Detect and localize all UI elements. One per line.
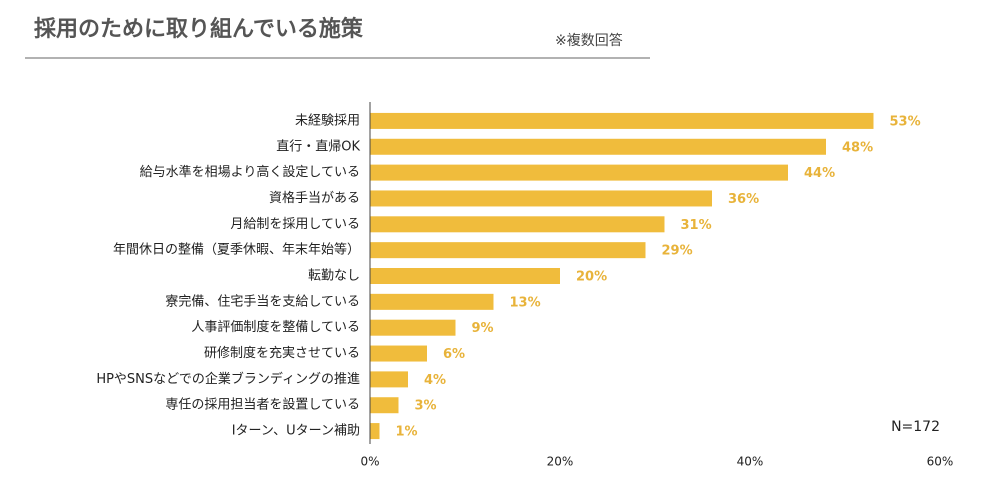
value-label: 48% [842,140,873,155]
bar [370,293,494,310]
bar [370,112,874,129]
value-label: 20% [576,270,607,285]
y-tick-label: 直行・直帰OK [276,138,360,154]
bar [370,268,560,284]
y-tick-label: 寮完備、住宅手当を支給している [165,293,360,309]
annotation: N=172 [891,419,940,435]
bar [370,397,399,414]
value-label: 44% [804,166,835,181]
bar [370,164,788,181]
bar [370,216,665,233]
x-tick-label: 20% [547,455,574,469]
value-label: 36% [728,192,759,207]
y-tick-label: 専任の採用担当者を設置している [165,397,360,413]
y-tick-label: 月給制を採用している [230,217,360,232]
bar [370,371,408,388]
y-tick-label: 年間休日の整備（夏季休暇、年末年始等） [113,242,360,258]
value-label: 9% [472,321,494,336]
x-tick-label: 60% [927,455,954,469]
bar [370,345,427,362]
value-label: 1% [396,425,418,440]
value-label: 13% [510,295,541,310]
y-tick-label: 人事評価制度を整備している [191,319,360,335]
value-label: 4% [424,373,446,388]
value-label: 6% [443,347,465,362]
y-tick-label: HPやSNSなどでの企業ブランディングの推進 [96,371,360,387]
x-tick-label: 0% [360,455,379,469]
y-tick-label: 研修制度を充実させている [204,345,360,361]
value-label: 3% [415,399,437,414]
y-tick-label: 転勤なし [308,269,360,284]
chart-title: 採用のために取り組んでいる施策 [34,16,364,42]
bar [370,190,712,207]
y-tick-label: 資格手当がある [269,190,360,206]
bar [370,138,826,155]
x-tick-label: 40% [737,455,764,469]
y-tick-label: 未経験採用 [295,113,360,128]
value-label: 31% [681,218,712,233]
bar [370,319,456,336]
y-tick-label: 給与水準を相場より高く設定している [140,164,360,180]
bar [370,242,646,259]
value-label: 53% [890,114,921,129]
bar [370,423,380,440]
value-label: 29% [662,244,693,259]
chart-subtitle: ※複数回答 [555,32,623,49]
y-tick-label: Iターン、Uターン補助 [232,424,360,439]
